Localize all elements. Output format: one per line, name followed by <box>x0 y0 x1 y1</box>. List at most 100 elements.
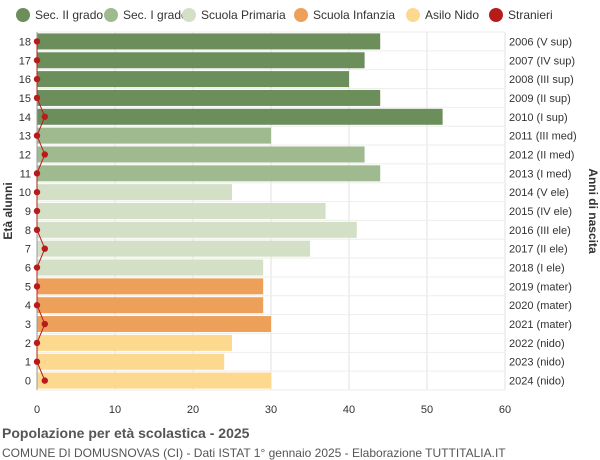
age-tick-label: 17 <box>19 55 31 67</box>
birth-year-label: 2021 (mater) <box>509 319 572 331</box>
bar <box>37 71 349 88</box>
age-tick-label: 14 <box>19 112 31 124</box>
stranieri-point <box>33 207 41 215</box>
birth-year-label: 2011 (III med) <box>509 131 577 143</box>
birth-year-label: 2016 (III ele) <box>509 225 571 237</box>
bar <box>37 240 310 257</box>
age-tick-label: 15 <box>19 93 31 105</box>
bar <box>37 165 381 182</box>
chart-title: Popolazione per età scolastica - 2025 <box>2 425 250 441</box>
legend-label: Scuola Infanzia <box>313 8 395 22</box>
x-tick-label: 20 <box>187 404 199 416</box>
bar <box>37 184 232 201</box>
x-tick-label: 30 <box>265 404 277 416</box>
bar <box>37 127 271 144</box>
age-tick-label: 16 <box>19 74 31 86</box>
bar <box>37 259 264 276</box>
bar <box>37 221 357 238</box>
chart-subtitle: COMUNE DI DOMUSNOVAS (CI) - Dati ISTAT 1… <box>2 446 506 460</box>
bar <box>37 33 381 50</box>
stranieri-point <box>33 264 41 271</box>
bar <box>37 316 271 333</box>
legend-label: Sec. I grado <box>123 8 188 22</box>
stranieri-point <box>41 151 48 158</box>
legend-marker <box>104 8 118 22</box>
legend-marker <box>406 8 420 22</box>
legend-label: Stranieri <box>508 8 553 22</box>
stranieri-point <box>33 94 41 102</box>
age-tick-label: 13 <box>19 131 31 143</box>
birth-year-label: 2007 (IV sup) <box>509 55 575 67</box>
birth-year-label: 2010 (I sup) <box>509 112 568 124</box>
stranieri-point <box>41 245 48 252</box>
x-tick-label: 10 <box>109 404 121 416</box>
age-tick-label: 1 <box>25 357 31 369</box>
birth-year-label: 2017 (II ele) <box>509 244 568 256</box>
age-tick-label: 4 <box>25 300 31 312</box>
stranieri-point <box>33 75 41 83</box>
legend-marker <box>294 8 308 22</box>
legend-label: Sec. II grado <box>35 8 103 22</box>
stranieri-point <box>41 113 48 120</box>
bar <box>37 89 381 106</box>
age-tick-label: 9 <box>25 206 31 218</box>
x-tick-label: 50 <box>421 404 433 416</box>
bar <box>37 334 232 351</box>
bar <box>37 372 271 389</box>
age-tick-label: 12 <box>19 149 31 161</box>
legend-label: Asilo Nido <box>425 8 479 22</box>
stranieri-point <box>33 132 41 139</box>
age-tick-label: 0 <box>25 376 31 388</box>
birth-year-label: 2013 (I med) <box>509 168 571 180</box>
stranieri-point <box>33 188 41 196</box>
age-tick-label: 18 <box>19 36 31 48</box>
age-tick-label: 7 <box>25 244 31 256</box>
stranieri-point <box>33 339 41 347</box>
x-tick-label: 40 <box>343 404 355 416</box>
bar <box>37 203 326 219</box>
age-tick-label: 2 <box>25 338 31 350</box>
age-tick-label: 10 <box>19 187 31 199</box>
stranieri-point <box>33 38 41 45</box>
legend-marker <box>182 8 196 22</box>
stranieri-point <box>33 57 41 64</box>
age-tick-label: 5 <box>25 281 31 293</box>
stranieri-point <box>33 170 41 177</box>
birth-year-label: 2012 (II med) <box>509 149 574 161</box>
birth-year-label: 2022 (nido) <box>509 338 565 350</box>
legend-label: Scuola Primaria <box>201 8 286 22</box>
bar <box>37 108 443 125</box>
legend-marker <box>16 8 30 22</box>
x-tick-label: 0 <box>34 404 40 416</box>
birth-year-label: 2018 (I ele) <box>509 263 565 275</box>
birth-year-label: 2008 (III sup) <box>509 74 574 86</box>
y-axis-label-right: Anni di nascita <box>586 168 600 254</box>
age-tick-label: 11 <box>20 168 31 180</box>
bar <box>37 353 225 370</box>
birth-year-label: 2006 (V sup) <box>509 36 572 48</box>
birth-year-label: 2009 (II sup) <box>509 93 571 105</box>
legend-marker <box>489 8 503 22</box>
stranieri-point <box>41 320 48 328</box>
y-axis-label-left: Età alunni <box>1 182 15 239</box>
bar <box>37 278 264 295</box>
stranieri-point <box>33 302 41 309</box>
bar <box>37 146 365 163</box>
bar <box>37 52 365 69</box>
x-tick-label: 60 <box>499 404 511 416</box>
stranieri-point <box>33 226 41 234</box>
age-tick-label: 8 <box>25 225 31 237</box>
age-tick-label: 6 <box>25 263 31 275</box>
birth-year-label: 2015 (IV ele) <box>509 206 572 218</box>
birth-year-label: 2014 (V ele) <box>509 187 569 199</box>
stranieri-point <box>41 377 48 384</box>
bar <box>37 297 264 314</box>
birth-year-label: 2023 (nido) <box>509 357 565 369</box>
stranieri-point <box>33 283 41 290</box>
birth-year-label: 2020 (mater) <box>509 300 572 312</box>
birth-year-label: 2019 (mater) <box>509 281 572 293</box>
stranieri-point <box>33 358 41 365</box>
birth-year-label: 2024 (nido) <box>509 376 565 388</box>
age-tick-label: 3 <box>25 319 31 331</box>
